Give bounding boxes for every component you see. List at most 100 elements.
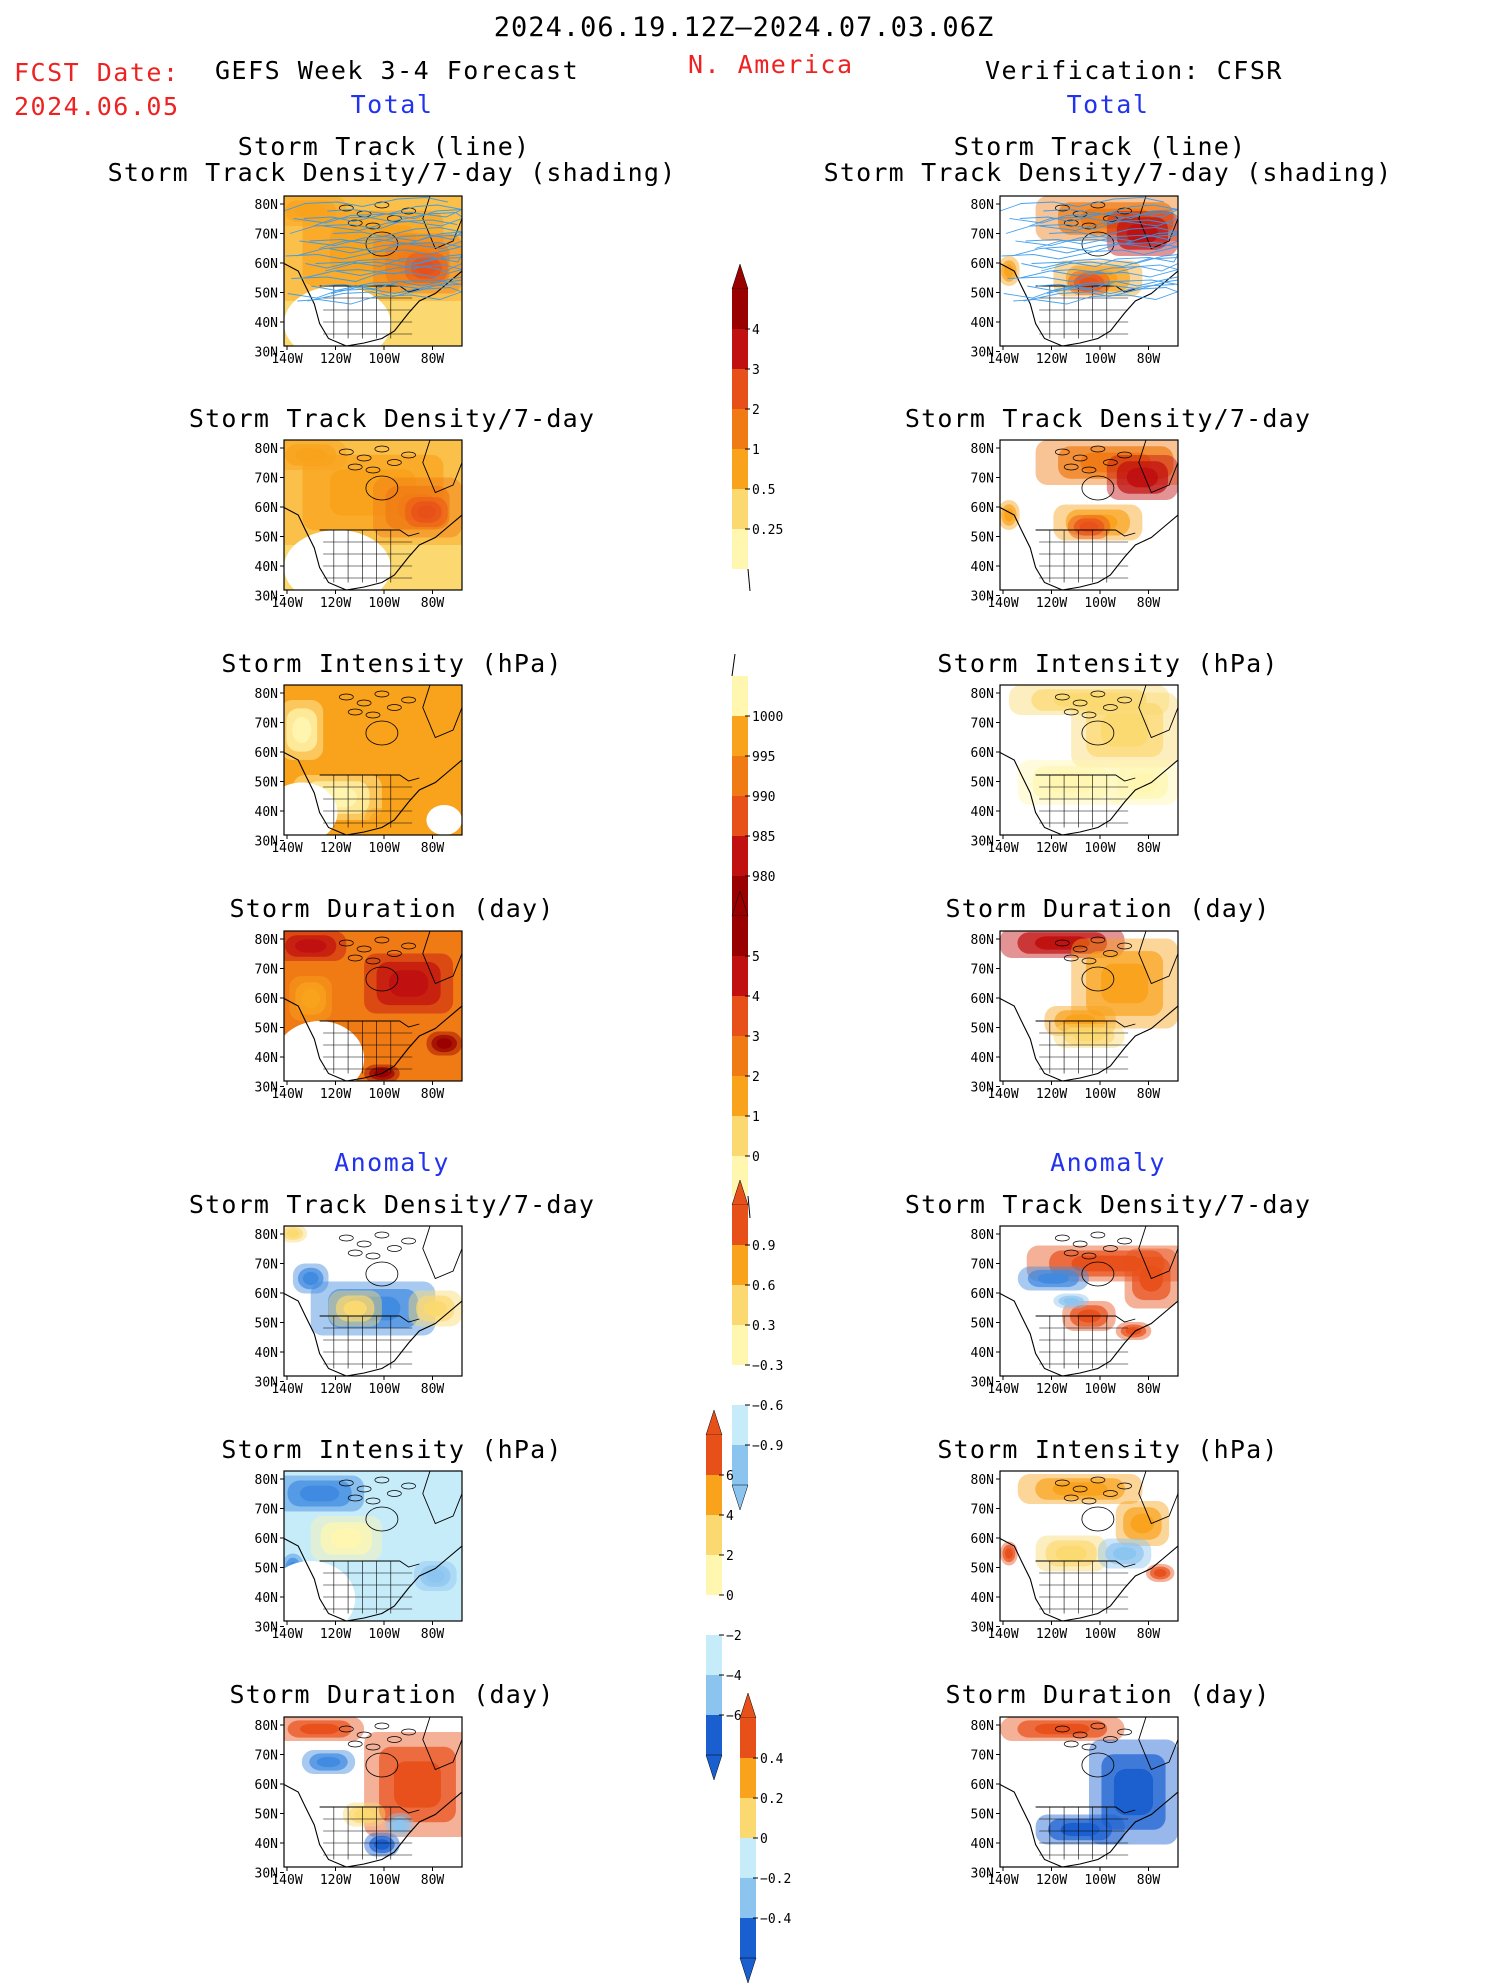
colorbar-tick-label: 0.2: [760, 1792, 783, 1807]
lat-tick-label: 40N: [971, 1837, 994, 1852]
colorbar-tick-label: 0.4: [760, 1752, 784, 1767]
panel-title-intensity-left: Storm Intensity (hPa): [221, 649, 563, 678]
colorbar-tick-label: −4: [726, 1669, 742, 1684]
lon-tick-label: 100W: [1084, 1087, 1115, 1102]
lat-tick-label: 50N: [255, 1808, 278, 1823]
lon-tick-label: 140W: [271, 1627, 302, 1642]
lon-tick-label: 120W: [320, 352, 351, 367]
lat-tick-label: 50N: [255, 1317, 278, 1332]
lon-tick-label: 140W: [271, 1382, 302, 1397]
lon-tick-label: 80W: [1137, 841, 1161, 856]
lat-tick-label: 50N: [971, 531, 994, 546]
lat-tick-label: 30N: [255, 835, 278, 850]
lon-tick-label: 60W: [1185, 1382, 1186, 1397]
lat-tick-label: 80N: [255, 198, 278, 213]
lat-tick-label: 60N: [255, 1532, 278, 1547]
lon-tick-label: 60W: [1185, 596, 1186, 611]
fcst-date-value: 2024.06.05: [14, 92, 180, 121]
colorbar-tick-label: 4: [726, 1509, 734, 1524]
lat-tick-label: 70N: [255, 963, 278, 978]
map-track-right-storm-tracks: [1000, 197, 1178, 305]
colorbar-tick-label: 0.5: [752, 483, 775, 498]
colorbar-tick-label: 3: [752, 363, 760, 378]
panel-title-duration-left: Storm Duration (day): [229, 894, 555, 923]
lon-tick-label: 80W: [421, 1873, 445, 1888]
lat-tick-label: 50N: [971, 1808, 994, 1823]
lon-tick-label: 80W: [421, 596, 445, 611]
lat-tick-label: 80N: [971, 1228, 994, 1243]
lon-tick-label: 80W: [421, 1627, 445, 1642]
lat-tick-label: 70N: [971, 717, 994, 732]
panel-title-density-anom-right: Storm Track Density/7-day: [904, 1190, 1312, 1219]
lat-tick-label: 80N: [971, 687, 994, 702]
panel-title-track-shading-left: Storm Track Density/7-day (shading): [107, 158, 677, 187]
lon-tick-label: 140W: [987, 352, 1018, 367]
lon-tick-label: 140W: [987, 1627, 1018, 1642]
lat-tick-label: 30N: [971, 1081, 994, 1096]
verification-title: Verification: CFSR: [985, 56, 1283, 85]
lon-tick-label: 100W: [1084, 1873, 1115, 1888]
colorbar-tick-label: 1: [752, 443, 760, 458]
lat-tick-label: 30N: [971, 346, 994, 361]
lon-tick-label: 140W: [271, 352, 302, 367]
lon-tick-label: 60W: [1185, 1627, 1186, 1642]
colorbar-tick-label: 2: [752, 403, 760, 418]
lat-tick-label: 60N: [255, 992, 278, 1007]
lat-tick-label: 40N: [255, 1051, 278, 1066]
lon-tick-label: 100W: [368, 1087, 399, 1102]
colorbar-intensity-anom: 6 4 2 0 −2 −4 −6: [700, 1409, 780, 1784]
lon-tick-label: 80W: [421, 841, 445, 856]
lon-tick-label: 140W: [271, 1873, 302, 1888]
lat-tick-label: 40N: [255, 805, 278, 820]
lat-tick-label: 50N: [255, 287, 278, 302]
colorbar-tick-label: 4: [752, 990, 760, 1005]
lon-tick-label: 120W: [320, 1382, 351, 1397]
lon-tick-label: 80W: [1137, 352, 1161, 367]
colorbar-intensity-total: 1000 995 990 985 980: [726, 651, 806, 945]
colorbar-tick-label: 0.3: [752, 1319, 775, 1334]
colorbar-tick-label: −0.3: [752, 1359, 783, 1374]
lon-tick-label: 80W: [1137, 1087, 1161, 1102]
panel-title-density-right: Storm Track Density/7-day: [904, 404, 1312, 433]
lat-tick-label: 60N: [971, 1532, 994, 1547]
lat-tick-label: 60N: [255, 1778, 278, 1793]
lat-tick-label: 80N: [971, 933, 994, 948]
lat-tick-label: 40N: [971, 1346, 994, 1361]
lat-tick-label: 60N: [255, 746, 278, 761]
total-label-right: Total: [1066, 90, 1150, 119]
lon-tick-label: 140W: [987, 841, 1018, 856]
lat-tick-label: 70N: [971, 1258, 994, 1273]
lat-tick-label: 40N: [255, 1837, 278, 1852]
lat-tick-label: 60N: [971, 257, 994, 272]
lon-tick-label: 60W: [469, 1873, 470, 1888]
panel-title-density-left: Storm Track Density/7-day: [188, 404, 596, 433]
lon-tick-label: 140W: [271, 841, 302, 856]
colorbar-tick-label: −0.6: [752, 1399, 783, 1414]
anomaly-label-left: Anomaly: [334, 1148, 450, 1177]
lon-tick-label: 80W: [421, 1087, 445, 1102]
lat-tick-label: 40N: [971, 316, 994, 331]
lat-tick-label: 80N: [971, 442, 994, 457]
lat-tick-label: 50N: [255, 1022, 278, 1037]
lat-tick-label: 30N: [971, 1376, 994, 1391]
lon-tick-label: 120W: [320, 841, 351, 856]
colorbar-tick-label: 995: [752, 750, 775, 765]
lat-tick-label: 30N: [971, 590, 994, 605]
lon-tick-label: 100W: [368, 352, 399, 367]
lon-tick-label: 100W: [368, 1873, 399, 1888]
lat-tick-label: 70N: [971, 963, 994, 978]
colorbar-tick-label: 2: [752, 1070, 760, 1085]
colorbar-tick-label: 980: [752, 870, 775, 885]
panel-title-density-anom-left: Storm Track Density/7-day: [188, 1190, 596, 1219]
lat-tick-label: 40N: [971, 1591, 994, 1606]
lat-tick-label: 30N: [255, 1621, 278, 1636]
